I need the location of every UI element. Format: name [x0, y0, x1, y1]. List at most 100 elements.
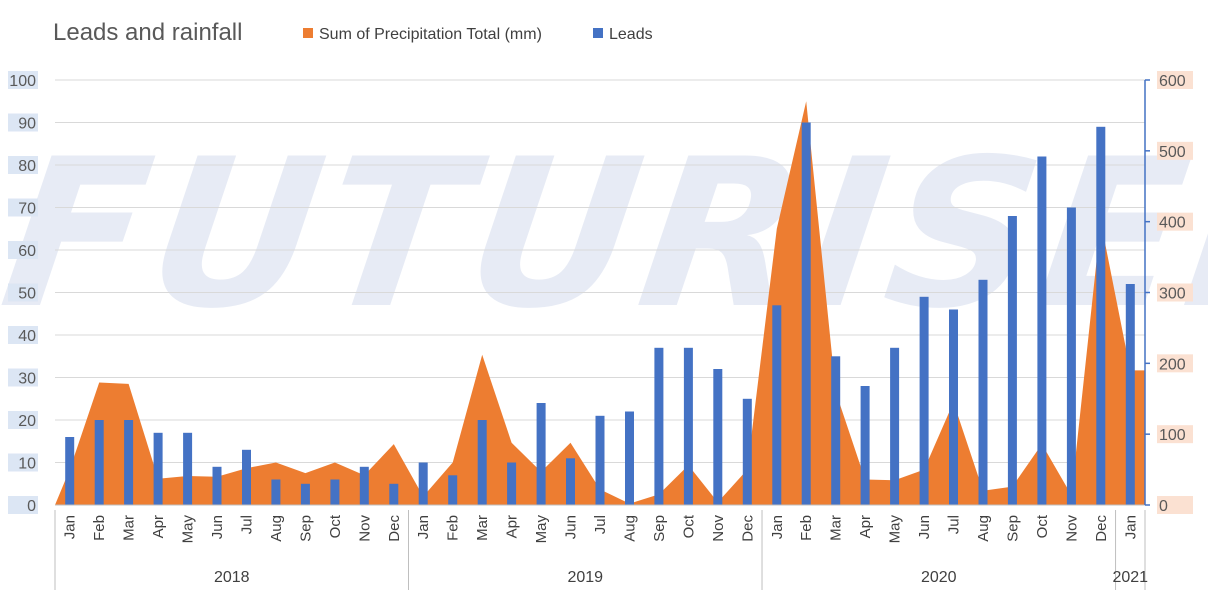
secondary-tick-bg: [1157, 212, 1193, 231]
chart-title: Leads and rainfall: [53, 19, 242, 46]
primary-tick-bg: [8, 453, 38, 472]
month-label: Oct: [680, 514, 697, 538]
leads-bar: [742, 398, 752, 506]
primary-axis-ticks: 0 10 20 30 40 50 60 70 80 90 100: [8, 71, 38, 515]
month-label: Jul: [946, 515, 963, 534]
legend: Sum of Precipitation Total (mm) Leads: [303, 26, 653, 43]
leads-bar: [300, 483, 310, 506]
month-label: Jan: [1122, 515, 1139, 539]
secondary-tick-bg: [1157, 425, 1193, 444]
month-label: Mar: [828, 515, 845, 541]
leads-bar: [271, 479, 281, 505]
primary-tick-bg: [8, 283, 38, 302]
primary-tick-bg: [8, 198, 38, 217]
month-label: Apr: [150, 515, 167, 538]
leads-bar: [654, 347, 664, 506]
leads-bar: [153, 432, 163, 506]
primary-tick-bg: [8, 113, 38, 132]
leads-bar: [860, 386, 870, 505]
month-label: Aug: [268, 515, 285, 542]
month-label: Nov: [710, 515, 727, 542]
secondary-tick-label: 400: [1159, 215, 1186, 232]
month-label: Feb: [798, 515, 815, 541]
leads-bar: [477, 420, 487, 505]
primary-tick-label: 40: [18, 328, 36, 345]
gridlines: [55, 79, 1145, 463]
primary-tick-bg: [8, 411, 38, 429]
primary-tick-label: 50: [18, 286, 36, 303]
month-label: Nov: [1063, 515, 1080, 542]
year-label: 2018: [214, 569, 250, 586]
primary-tick-bg: [8, 326, 38, 344]
month-label: Apr: [857, 515, 874, 538]
month-label: Aug: [621, 515, 638, 542]
secondary-tick-label: 0: [1159, 498, 1168, 515]
month-label: May: [887, 515, 904, 544]
primary-tick-label: 30: [18, 371, 36, 388]
leads-bar: [919, 296, 929, 506]
secondary-tick-bg: [1157, 141, 1193, 160]
watermark-text: FUTURISED: [0, 115, 1208, 354]
leads-bar: [330, 479, 340, 505]
month-label: Jan: [769, 515, 786, 539]
leads-bar: [566, 458, 575, 506]
year-labels: 2018 2019 2020 2021: [54, 510, 1148, 590]
primary-tick-label: 100: [9, 73, 36, 90]
secondary-tick-label: 200: [1159, 356, 1186, 373]
leads-bar: [183, 432, 193, 506]
month-labels: Jan Feb Mar Apr May Jun Jul Aug Sep Oct Nov Dec Jan F…: [62, 514, 1140, 543]
month-label: Jan: [62, 515, 79, 539]
month-label: Oct: [1034, 514, 1051, 538]
leads-bar: [1125, 284, 1135, 505]
month-label: Aug: [975, 515, 992, 542]
legend-label-precipitation: Sum of Precipitation Total (mm): [319, 26, 542, 43]
month-label: Sep: [1004, 515, 1021, 542]
secondary-tick-bg: [1157, 71, 1193, 89]
month-label: May: [533, 515, 550, 544]
secondary-tick-bg: [1157, 496, 1193, 514]
primary-tick-bg: [8, 241, 38, 259]
primary-tick-label: 80: [18, 158, 36, 175]
primary-tick-label: 20: [18, 413, 36, 430]
month-label: Jan: [415, 515, 432, 539]
secondary-tick-label: 100: [1159, 427, 1186, 444]
secondary-tick-label: 600: [1159, 73, 1186, 90]
leads-bar: [772, 305, 782, 506]
leads-bar: [65, 437, 75, 505]
axes: [55, 79, 1150, 506]
year-label: 2019: [567, 569, 603, 586]
leads-bar: [831, 356, 841, 506]
leads-bar: [949, 309, 958, 505]
leads-bar: [978, 279, 988, 506]
secondary-tick-bg: [1157, 283, 1193, 302]
leads-bars: [65, 122, 1135, 506]
leads-bar: [1066, 207, 1076, 505]
leads-bar: [124, 420, 134, 505]
primary-tick-label: 10: [18, 456, 36, 473]
leads-bar: [1037, 156, 1047, 505]
precipitation-area: [55, 101, 1145, 506]
leads-bar: [359, 466, 369, 506]
month-label: Dec: [739, 515, 756, 542]
secondary-axis-ticks: 0 100 200 300 400 500 600: [1157, 71, 1193, 515]
month-label: Jun: [209, 515, 226, 539]
month-label: Dec: [1093, 515, 1110, 542]
month-label: Jul: [238, 515, 255, 534]
leads-bar: [389, 483, 399, 506]
legend-swatch-precipitation: [303, 28, 313, 38]
primary-tick-bg: [8, 71, 38, 89]
leads-bar: [448, 475, 458, 506]
leads-bar: [625, 411, 634, 505]
leads-bar: [801, 122, 811, 505]
secondary-tick-bg: [1157, 354, 1193, 373]
month-label: May: [180, 515, 197, 544]
month-label: Jun: [563, 515, 580, 539]
primary-tick-label: 60: [18, 243, 36, 260]
month-label: Jul: [592, 515, 609, 534]
month-label: Mar: [121, 515, 138, 541]
leads-bar: [94, 420, 104, 505]
primary-tick-bg: [8, 368, 38, 387]
month-label: Nov: [356, 515, 373, 542]
leads-bar: [595, 415, 605, 506]
